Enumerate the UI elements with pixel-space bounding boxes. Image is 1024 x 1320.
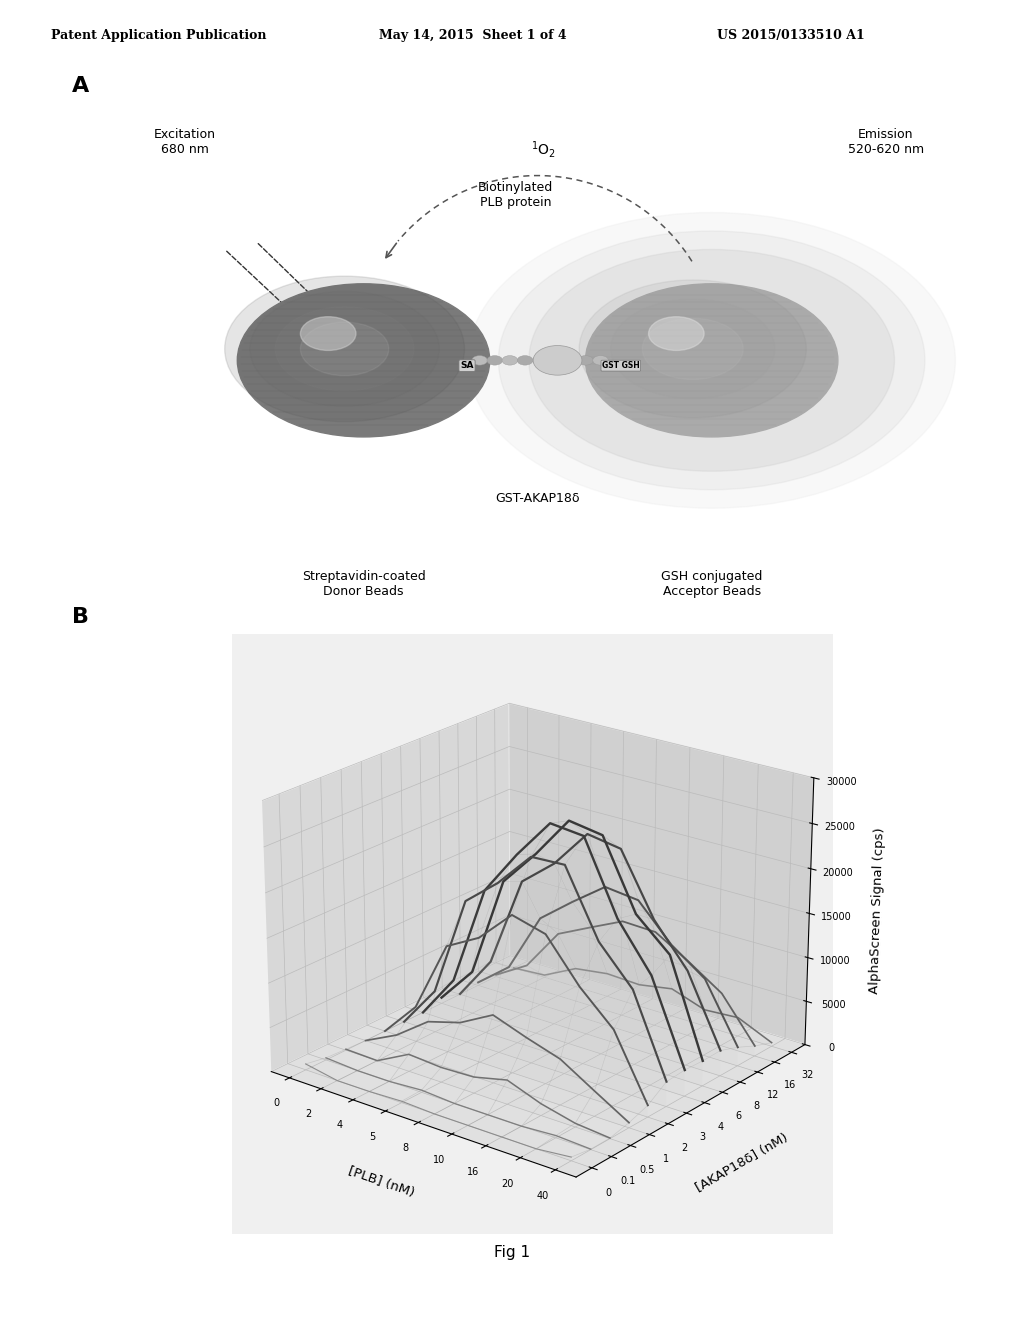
Y-axis label: [AKAP18δ] (nM): [AKAP18δ] (nM) <box>693 1131 791 1195</box>
Circle shape <box>642 318 743 380</box>
Circle shape <box>250 292 439 407</box>
Circle shape <box>300 317 356 350</box>
Text: Excitation
680 nm: Excitation 680 nm <box>154 128 216 156</box>
Text: GSH conjugated
Acceptor Beads: GSH conjugated Acceptor Beads <box>662 570 762 598</box>
Text: May 14, 2015  Sheet 1 of 4: May 14, 2015 Sheet 1 of 4 <box>379 29 566 42</box>
Circle shape <box>238 284 489 437</box>
X-axis label: [PLB] (nM): [PLB] (nM) <box>346 1164 416 1200</box>
Circle shape <box>468 213 955 508</box>
Text: Biotinylated
PLB protein: Biotinylated PLB protein <box>478 181 553 209</box>
Circle shape <box>586 284 838 437</box>
Text: US 2015/0133510 A1: US 2015/0133510 A1 <box>717 29 864 42</box>
Circle shape <box>648 317 705 350</box>
Text: Emission
520-620 nm: Emission 520-620 nm <box>848 128 924 156</box>
Circle shape <box>534 346 582 375</box>
Text: $^1$O$_2$: $^1$O$_2$ <box>530 139 556 160</box>
Circle shape <box>300 322 389 376</box>
Text: GST-AKAP18δ: GST-AKAP18δ <box>496 492 580 506</box>
Circle shape <box>593 355 608 366</box>
Circle shape <box>502 355 518 366</box>
Circle shape <box>499 231 925 490</box>
Circle shape <box>562 355 579 366</box>
Circle shape <box>532 355 548 366</box>
Text: B: B <box>72 607 89 627</box>
Text: GST GSH: GST GSH <box>602 362 640 370</box>
Circle shape <box>275 306 414 391</box>
Text: A: A <box>72 77 89 96</box>
Circle shape <box>487 355 503 366</box>
Circle shape <box>548 355 563 366</box>
Circle shape <box>472 355 487 366</box>
Circle shape <box>528 249 895 471</box>
Circle shape <box>224 276 465 421</box>
Text: Fig 1: Fig 1 <box>494 1245 530 1259</box>
Circle shape <box>610 300 775 399</box>
Text: Patent Application Publication: Patent Application Publication <box>51 29 266 42</box>
Circle shape <box>517 355 532 366</box>
Text: Streptavidin-coated
Donor Beads: Streptavidin-coated Donor Beads <box>302 570 425 598</box>
Circle shape <box>578 355 593 366</box>
Circle shape <box>580 280 806 417</box>
Text: SA: SA <box>460 362 474 370</box>
